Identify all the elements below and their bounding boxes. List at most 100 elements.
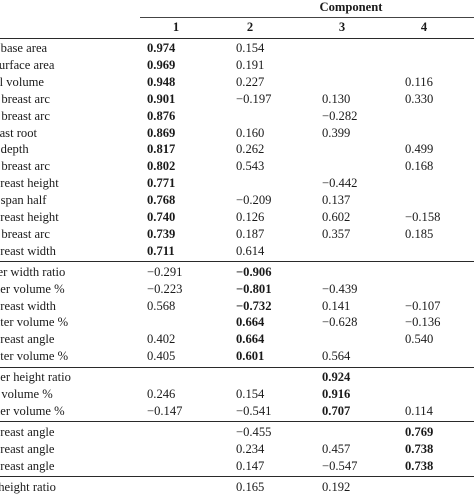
row-label: -height ratio <box>0 479 56 494</box>
loading-cell-4: 0.185 <box>405 226 434 241</box>
loading-cell-1: 0.771 <box>147 176 176 191</box>
table-row: ter width ratio −0.291 −0.906 <box>0 264 474 281</box>
row-label: r breast arc <box>0 226 50 241</box>
table-row: uter volume % 0.405 0.601 0.564 <box>0 348 474 365</box>
loading-cell-1: −0.147 <box>147 403 183 418</box>
row-label: breast height <box>0 176 59 191</box>
row-label: ner volume % <box>0 281 65 296</box>
loading-cell-3: −0.439 <box>322 281 358 296</box>
loading-cell-2: 0.187 <box>236 226 265 241</box>
row-label: al volume <box>0 74 45 89</box>
table-row: uter volume % 0.664 −0.628 −0.136 <box>0 314 474 331</box>
row-label: r breast arc <box>0 108 50 123</box>
loading-cell-3: 0.916 <box>322 387 351 401</box>
loading-cell-4: −0.107 <box>405 298 441 313</box>
group-divider <box>0 261 474 263</box>
table-row: breast height 0.771 −0.442 <box>0 175 474 192</box>
loading-cell-2: 0.614 <box>236 243 265 258</box>
loading-cell-2: 0.262 <box>236 142 265 157</box>
group-divider <box>0 476 474 477</box>
loading-cell-4: 0.540 <box>405 332 434 347</box>
table-row: ner volume % −0.147 −0.541 0.707 0.114 <box>0 403 474 420</box>
row-label: breast width <box>0 298 56 313</box>
loading-cell-3: 0.130 <box>322 91 351 106</box>
loading-cell-2: 0.160 <box>236 125 265 140</box>
table-row: r breast arc 0.739 0.187 0.357 0.185 <box>0 226 474 243</box>
table-row: r breast arc 0.901 −0.197 0.130 0.330 <box>0 91 474 108</box>
row-label: breast angle <box>0 332 55 347</box>
loading-cell-1: 0.817 <box>147 142 176 157</box>
loading-cell-1: 0.969 <box>147 57 176 72</box>
table-row: surface area 0.969 0.191 <box>0 57 474 74</box>
loading-cell-1: 0.901 <box>147 91 176 106</box>
loading-cell-2: −0.455 <box>236 424 272 439</box>
loading-cell-4: 0.738 <box>405 441 434 456</box>
loading-cell-2: 0.126 <box>236 210 265 224</box>
table-row: breast angle 0.234 0.457 0.738 <box>0 441 474 458</box>
column-2-header: 2 <box>246 20 254 34</box>
table-row: ner volume % −0.223 −0.801 −0.439 <box>0 281 474 298</box>
loading-cell-2: 0.227 <box>236 74 265 89</box>
loading-cell-2: 0.165 <box>236 479 265 494</box>
loading-cell-2: 0.543 <box>236 159 265 174</box>
loading-cell-1: 0.711 <box>147 243 175 258</box>
row-label: r breast arc <box>0 91 50 106</box>
loading-cell-3: 0.399 <box>322 125 351 140</box>
loading-cell-3: 0.602 <box>322 210 351 224</box>
row-label: uter volume % <box>0 315 69 330</box>
column-number-row: 1 2 3 4 <box>0 19 474 36</box>
loading-cell-1: 0.802 <box>147 159 176 174</box>
row-label: surface area <box>0 57 55 72</box>
loading-cell-1: 0.402 <box>147 332 176 347</box>
table-row: breast width 0.568 −0.732 0.141 −0.107 <box>0 298 474 315</box>
loading-cell-1: 0.948 <box>147 74 176 89</box>
loading-cell-1: 0.739 <box>147 226 176 241</box>
table-row: t depth 0.817 0.262 0.499 <box>0 141 474 158</box>
header-rule <box>0 38 474 39</box>
loading-cell-2: 0.664 <box>236 315 265 330</box>
table-row: r breast arc 0.802 0.543 0.168 <box>0 158 474 175</box>
loading-cell-1: 0.405 <box>147 349 176 364</box>
table-row: breast height 0.740 0.126 0.602 −0.158 <box>0 209 474 226</box>
loading-cell-1: 0.768 <box>147 193 176 208</box>
row-label: breast angle <box>0 441 55 456</box>
row-label: r volume % <box>0 387 53 401</box>
loading-cell-2: 0.234 <box>236 441 265 456</box>
row-label: r breast arc <box>0 159 50 174</box>
loading-cell-4: −0.136 <box>405 315 441 330</box>
loading-cell-4: 0.769 <box>405 424 434 439</box>
loading-cell-3: 0.141 <box>322 298 351 313</box>
table-row: breast width 0.711 0.614 <box>0 243 474 260</box>
table-row: t span half 0.768 −0.209 0.137 <box>0 192 474 209</box>
column-4-header: 4 <box>420 20 428 34</box>
loading-cell-1: 0.568 <box>147 298 176 313</box>
loading-cell-3: 0.137 <box>322 193 351 208</box>
loading-cell-4: 0.499 <box>405 142 434 157</box>
table-row: breast angle 0.402 0.664 0.540 <box>0 331 474 348</box>
loading-cell-1: 0.876 <box>147 108 176 123</box>
group-divider <box>0 366 474 368</box>
loading-cell-1: 0.740 <box>147 210 176 224</box>
loading-cell-1: −0.223 <box>147 281 183 296</box>
table-row: r breast arc 0.876 −0.282 <box>0 108 474 125</box>
loading-cell-1: 0.246 <box>147 387 176 401</box>
component-underline <box>140 17 474 18</box>
row-label: t depth <box>0 142 29 157</box>
loading-cell-3: 0.457 <box>322 441 351 456</box>
table-row: breast angle 0.147 −0.547 0.738 <box>0 458 474 475</box>
table-row: -height ratio 0.165 0.192 <box>0 479 474 496</box>
loading-cell-3: 0.707 <box>322 403 351 418</box>
loading-cell-2: −0.197 <box>236 91 272 106</box>
loading-cell-4: 0.116 <box>405 74 433 89</box>
loading-cell-1: 0.869 <box>147 125 176 140</box>
loading-cell-3: 0.564 <box>322 349 351 364</box>
column-1-header: 1 <box>172 20 180 34</box>
loading-cell-3: 0.357 <box>322 226 351 241</box>
loading-cell-2: −0.906 <box>236 264 272 279</box>
loading-cell-3: −0.442 <box>322 176 358 191</box>
loading-cell-2: 0.664 <box>236 332 265 347</box>
loading-cell-4: 0.168 <box>405 159 434 174</box>
column-3-header: 3 <box>338 20 346 34</box>
table-row: al volume 0.948 0.227 0.116 <box>0 74 474 91</box>
row-label: breast angle <box>0 424 55 439</box>
